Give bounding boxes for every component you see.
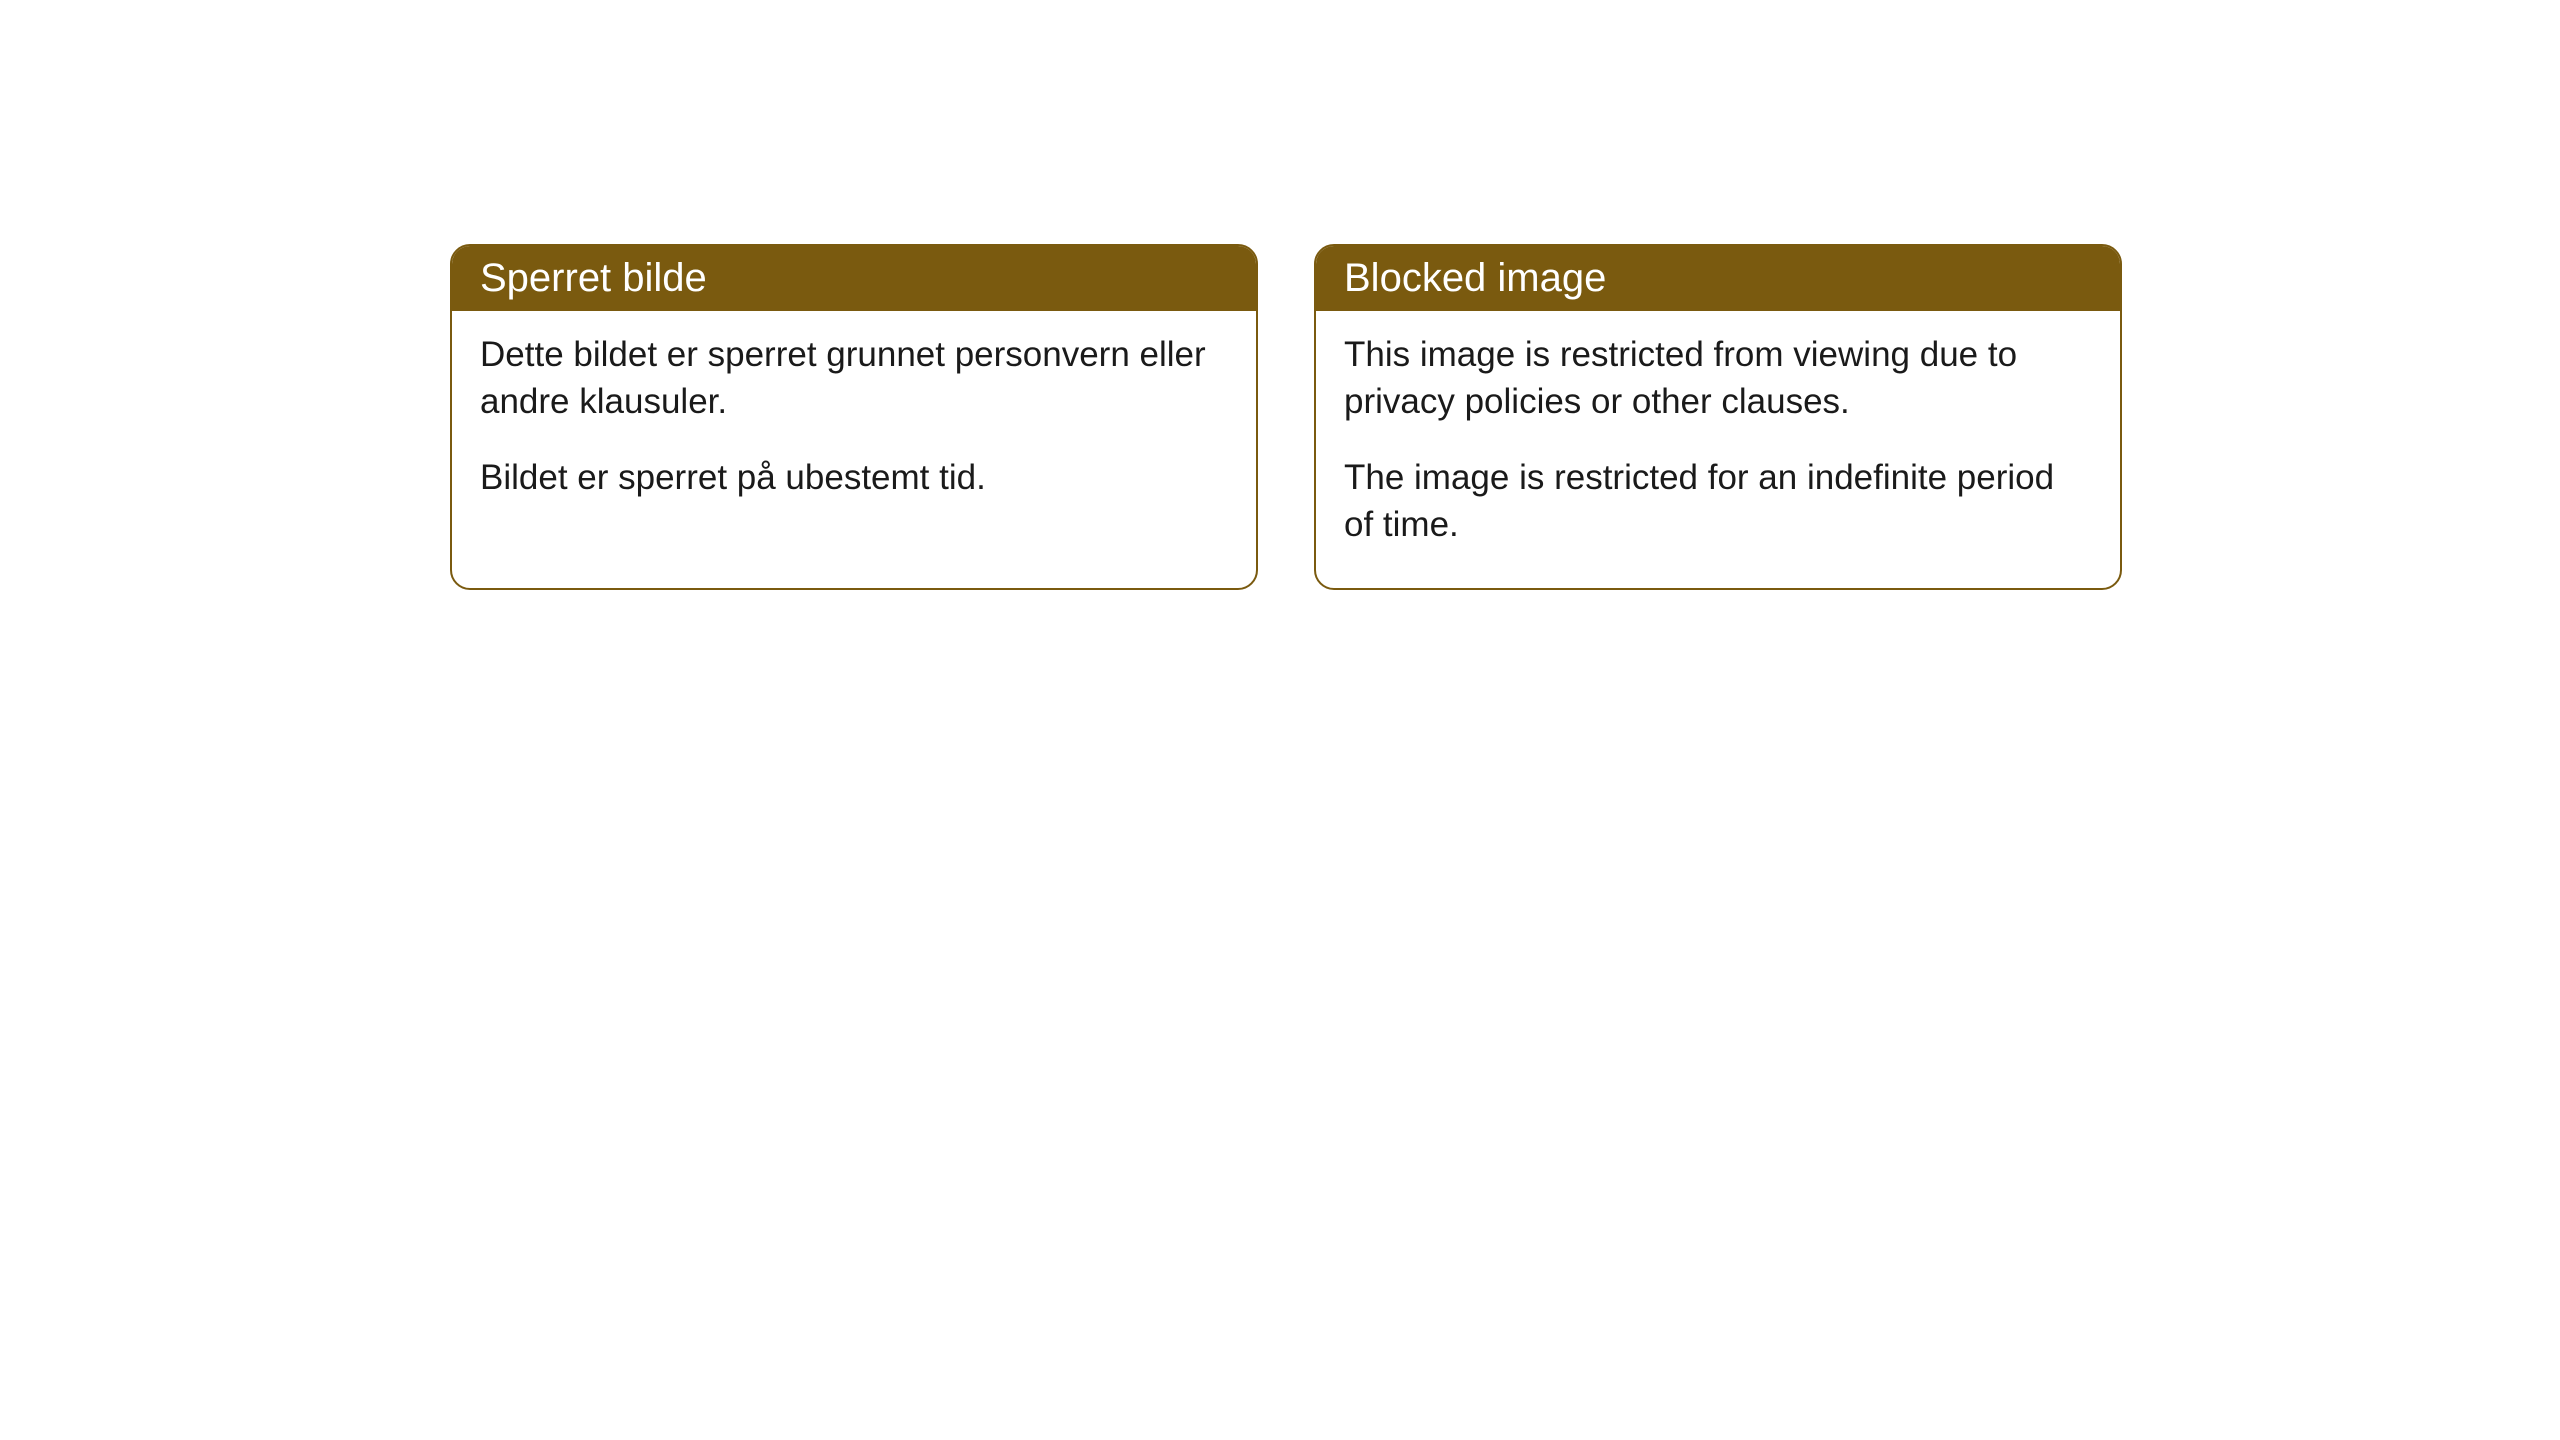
notice-container: Sperret bilde Dette bildet er sperret gr… [0, 0, 2560, 590]
card-body: Dette bildet er sperret grunnet personve… [452, 311, 1256, 541]
blocked-image-card-no: Sperret bilde Dette bildet er sperret gr… [450, 244, 1258, 590]
card-text-line1: Dette bildet er sperret grunnet personve… [480, 331, 1228, 426]
card-text-line2: The image is restricted for an indefinit… [1344, 454, 2092, 549]
card-title: Sperret bilde [452, 246, 1256, 311]
card-body: This image is restricted from viewing du… [1316, 311, 2120, 588]
card-title: Blocked image [1316, 246, 2120, 311]
card-text-line2: Bildet er sperret på ubestemt tid. [480, 454, 1228, 501]
card-text-line1: This image is restricted from viewing du… [1344, 331, 2092, 426]
blocked-image-card-en: Blocked image This image is restricted f… [1314, 244, 2122, 590]
